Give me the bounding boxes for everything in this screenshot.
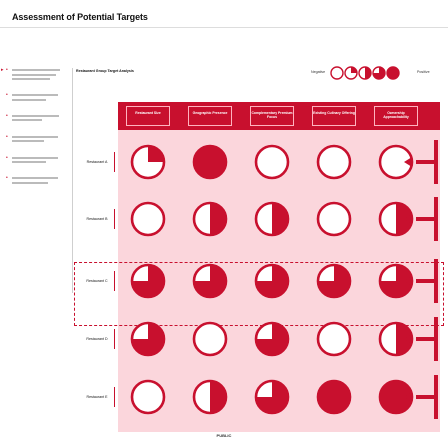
criteria-bullet: • [5, 133, 67, 144]
arrowhead-icon [404, 157, 412, 167]
row-label: Restaurant C [86, 279, 108, 283]
harvey-ball [130, 144, 166, 180]
arrowhead-icon [404, 392, 412, 402]
decision-arrow-icon [416, 259, 438, 303]
bullet-icon: • [6, 133, 8, 140]
criteria-bullet: • [5, 176, 67, 185]
bullet-icon: • [6, 112, 8, 119]
bullet-icon: • [6, 154, 8, 161]
arrow-icon: ▸ [1, 67, 4, 73]
decision-arrow-icon [416, 317, 438, 361]
legend-rating-ball [372, 66, 386, 80]
harvey-ball [192, 201, 228, 237]
bullet-icon: • [6, 175, 8, 182]
column-header: Existing Culinary Offering [312, 106, 356, 126]
harvey-ball [130, 263, 166, 299]
legend-negative-label: Negative [311, 70, 326, 74]
criteria-bullet: • [5, 92, 67, 102]
bullet-icon: • [6, 67, 8, 73]
column-header: Restaurant Size [126, 106, 170, 126]
decision-arrow-icon [416, 197, 438, 241]
criteria-bullet-list: ▸ • • • • • • [1, 67, 67, 197]
legend-rating-ball [358, 66, 372, 80]
title-divider [0, 27, 448, 28]
bullet-icon: • [6, 92, 8, 99]
row-label: Restaurant D [86, 337, 108, 341]
harvey-ball [316, 144, 352, 180]
legend-rating-ball [344, 66, 358, 80]
harvey-ball [378, 263, 414, 299]
harvey-ball [316, 201, 352, 237]
harvey-ball [192, 263, 228, 299]
column-header: Complementary Premium Focus [250, 106, 294, 126]
harvey-ball [130, 321, 166, 357]
criteria-bullet: • [5, 112, 67, 123]
row-divider [114, 329, 115, 349]
rating-legend: Negative Positive [311, 62, 443, 84]
row-label: Restaurant A [86, 160, 108, 164]
harvey-ball [254, 201, 290, 237]
harvey-ball [130, 379, 166, 415]
panel-divider [72, 68, 73, 293]
row-divider [114, 209, 115, 229]
arrowhead-icon [404, 214, 412, 224]
harvey-ball [316, 379, 352, 415]
legend-rating-ball [330, 66, 344, 80]
harvey-ball [254, 379, 290, 415]
harvey-ball [192, 144, 228, 180]
harvey-ball [254, 321, 290, 357]
harvey-ball [378, 379, 414, 415]
column-header: Geographic Presence [188, 106, 232, 126]
row-label: Restaurant B [86, 217, 108, 221]
footer-classification: PUBLIC [216, 433, 232, 438]
criteria-bullet: ▸ • [1, 67, 67, 81]
row-divider [114, 387, 115, 407]
page-title: Assessment of Potential Targets [12, 12, 148, 22]
harvey-ball [254, 144, 290, 180]
harvey-ball [192, 379, 228, 415]
row-label: Restaurant E [86, 395, 108, 399]
legend-positive-label: Positive [417, 70, 430, 74]
arrowhead-icon [404, 276, 412, 286]
row-divider [114, 271, 115, 291]
harvey-ball [192, 321, 228, 357]
legend-rating-ball [386, 66, 400, 80]
row-divider [114, 152, 115, 172]
harvey-ball [316, 321, 352, 357]
decision-arrow-icon [416, 375, 438, 419]
harvey-ball [254, 263, 290, 299]
column-header-band: Restaurant Size Geographic Presence Comp… [118, 102, 440, 130]
column-header: Ownership Approachability [374, 106, 418, 126]
harvey-ball [130, 201, 166, 237]
analysis-title: Restaurant Group Target Analysis [76, 69, 134, 73]
decision-arrow-icon [416, 140, 438, 184]
criteria-bullet: • [5, 154, 67, 165]
harvey-ball [316, 263, 352, 299]
arrowhead-icon [404, 334, 412, 344]
